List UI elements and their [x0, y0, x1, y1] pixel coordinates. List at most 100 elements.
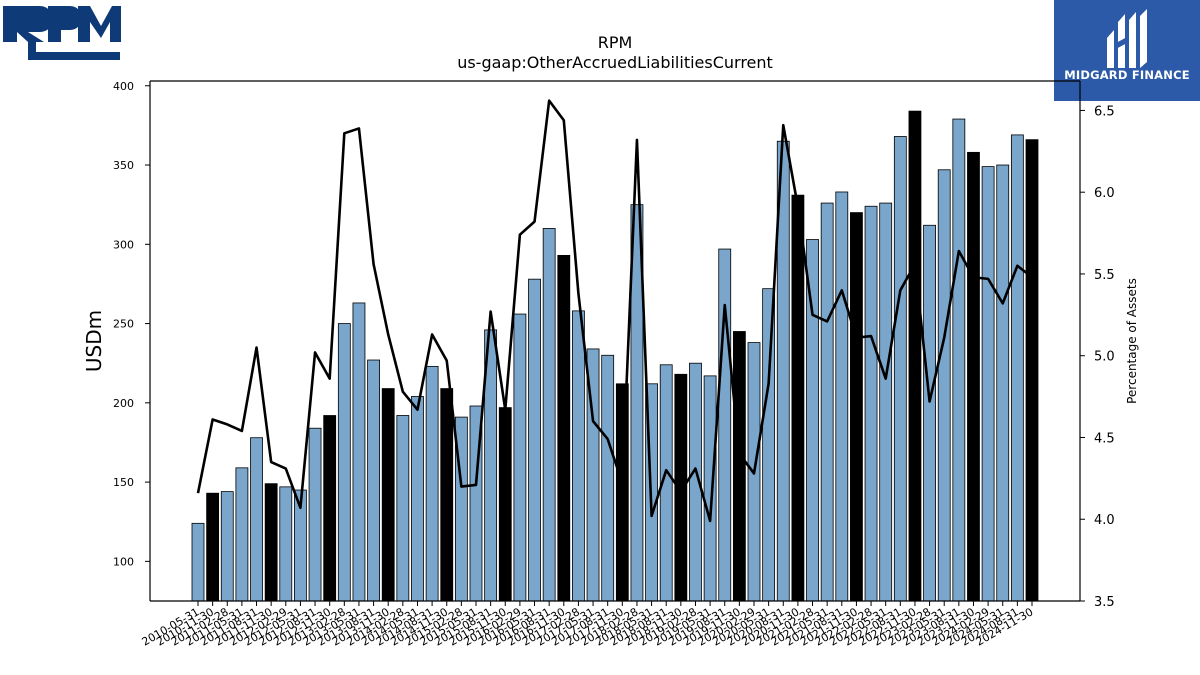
x-tick-label: 2014-02-28 [344, 605, 406, 648]
x-tick-label: 2024-08-31 [959, 605, 1021, 648]
x-tick-label: 2016-05-31 [476, 605, 538, 648]
bar [981, 166, 995, 602]
x-tick-label: 2019-05-31 [652, 605, 714, 648]
bar [996, 164, 1010, 602]
x-tick-label: 2013-05-31 [301, 605, 363, 648]
x-tick-label: 2023-11-30 [915, 605, 977, 648]
bar [689, 362, 702, 602]
bar [206, 492, 220, 602]
x-tick-label: 2023-08-31 [900, 605, 962, 648]
bar [762, 288, 776, 602]
x-tick-label: 2017-11-30 [564, 605, 626, 648]
y2-tick-label: 3.5 [1094, 595, 1115, 610]
x-tick-label: 2010-11-30 [154, 605, 216, 648]
x-tick-label: 2022-05-31 [827, 605, 889, 648]
x-tick-label: 2013-11-30 [330, 605, 392, 648]
y-axis-label: USDm [82, 310, 106, 372]
bar [250, 437, 263, 602]
x-tick-label: 2010-05-31 [140, 605, 202, 648]
x-tick-label: 2012-05-31 [242, 605, 304, 648]
bar [352, 302, 366, 602]
bar [469, 405, 483, 602]
x-tick-label: 2013-08-31 [315, 605, 377, 648]
bar [893, 136, 907, 602]
bar [850, 212, 863, 602]
x-tick-label: 2023-05-31 [886, 605, 948, 648]
bar [601, 354, 615, 602]
x-tick-label: 2024-02-29 [930, 605, 992, 648]
bar [557, 254, 571, 602]
y2-tick-label: 6.0 [1094, 186, 1115, 201]
y-tick-label: 250 [113, 318, 134, 331]
x-tick-label: 2016-11-30 [505, 605, 567, 648]
bar [542, 228, 556, 602]
y-tick-label: 100 [113, 555, 134, 568]
x-tick-label: 2011-08-31 [198, 605, 260, 648]
x-tick-label: 2015-02-28 [403, 605, 465, 648]
x-tick-label: 2011-05-31 [184, 605, 246, 648]
bar [279, 486, 293, 602]
bar [820, 202, 834, 602]
y-tick-label: 300 [113, 238, 134, 251]
y-tick-label: 400 [113, 80, 134, 93]
midgard-finance-logo: MIDGARD FINANCE [1054, 0, 1200, 101]
y2-tick-label: 4.0 [1094, 513, 1115, 528]
x-tick-label: 2014-05-31 [359, 605, 421, 648]
y-tick-label: 200 [113, 397, 134, 410]
bar [1010, 134, 1024, 602]
bar [937, 169, 951, 602]
x-tick-label: 2016-08-31 [491, 605, 553, 648]
y-tick-label: 150 [113, 476, 134, 489]
bar [367, 359, 380, 602]
bar [220, 491, 234, 602]
bar [732, 331, 746, 602]
bar [411, 396, 424, 602]
x-tick-label: 2017-08-31 [549, 605, 611, 648]
x-tick-label: 2024-05-31 [944, 605, 1006, 648]
y2-axis-label: Percentage of Assets [1125, 278, 1139, 404]
bar [747, 342, 761, 602]
x-tick-label: 2012-02-29 [227, 605, 289, 648]
bar [879, 202, 893, 602]
x-tick-label: 2021-05-31 [769, 605, 831, 648]
y2-tick-label: 5.0 [1094, 350, 1115, 365]
bar [864, 205, 878, 602]
x-tick-label: 2021-11-30 [798, 605, 860, 648]
x-tick-label: 2020-11-30 [740, 605, 802, 648]
x-tick-label: 2013-02-28 [286, 605, 348, 648]
percentage-line [196, 99, 1033, 523]
bar [908, 110, 922, 602]
x-tick-label: 2015-05-31 [418, 605, 480, 648]
x-tick-label: 2022-08-31 [842, 605, 904, 648]
x-tick-label: 2018-08-31 [608, 605, 670, 648]
bar [967, 151, 980, 602]
bar [308, 427, 322, 602]
x-tick-label: 2018-11-30 [622, 605, 684, 648]
y2-tick-label: 5.5 [1094, 268, 1115, 283]
bar [645, 383, 658, 602]
bar [835, 191, 849, 602]
bar [586, 348, 600, 602]
rpm-logo-graphic [3, 6, 121, 60]
bar [806, 239, 819, 602]
x-tick-label: 2015-08-31 [432, 605, 494, 648]
bar [952, 118, 966, 602]
chart-subtitle: us-gaap:OtherAccruedLiabilitiesCurrent [457, 53, 773, 72]
x-tick-label: 2022-02-28 [813, 605, 875, 648]
bar [776, 140, 790, 602]
bar [923, 224, 936, 602]
bar [1025, 139, 1039, 602]
bar [498, 407, 512, 602]
midgard-finance-wordmark: MIDGARD FINANCE [1064, 68, 1190, 82]
x-tick-label: 2012-11-30 [271, 605, 333, 648]
x-tick-label: 2017-05-31 [535, 605, 597, 648]
x-tick-label: 2019-08-31 [666, 605, 728, 648]
x-tick-label: 2021-02-28 [754, 605, 816, 648]
bar [323, 415, 337, 602]
x-tick-label: 2018-05-31 [593, 605, 655, 648]
x-tick-label: 2020-02-29 [696, 605, 758, 648]
bar [337, 323, 351, 602]
x-tick-label: 2024-11-30 [974, 605, 1036, 648]
